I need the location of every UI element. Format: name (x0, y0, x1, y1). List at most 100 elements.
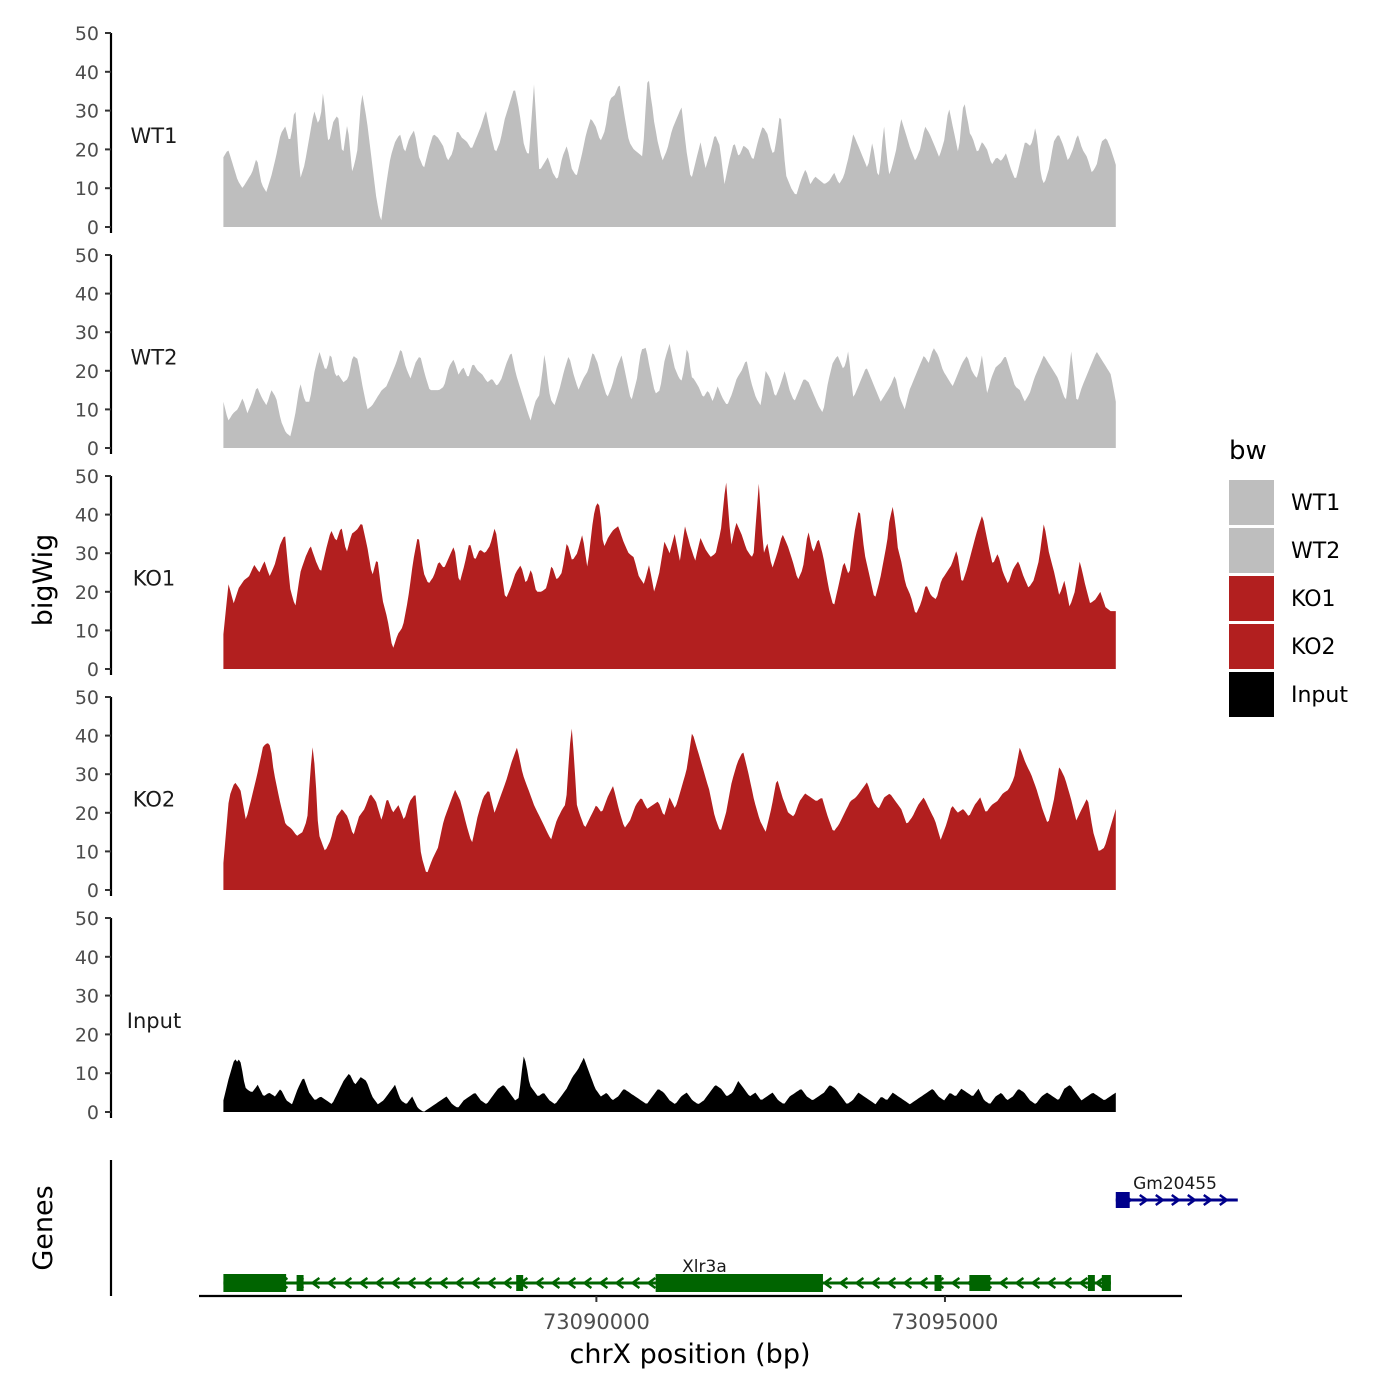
y-tick-label: 0 (87, 217, 99, 239)
y-tick-label: 40 (75, 947, 99, 969)
strand-arrow (870, 1276, 881, 1290)
strand-arrow (1219, 1193, 1229, 1207)
strand-arrow (454, 1276, 465, 1290)
gene-exon (934, 1275, 942, 1291)
y-tick-label: 30 (75, 322, 99, 344)
strand-arrow (998, 1276, 1009, 1290)
strand-arrow (838, 1276, 849, 1290)
legend-entry-input: Input (1229, 672, 1348, 717)
y-tick-label: 20 (75, 1024, 99, 1046)
strand-arrow (438, 1276, 449, 1290)
gene-exon (223, 1274, 287, 1292)
y-tick-label: 50 (75, 466, 99, 488)
strand-arrow (1187, 1193, 1197, 1207)
y-tick-label: 20 (75, 361, 99, 383)
y-tick-label: 40 (75, 284, 99, 306)
strand-arrow (390, 1276, 401, 1290)
legend-label: KO2 (1291, 635, 1336, 660)
strand-arrow (374, 1276, 385, 1290)
y-tick-label: 10 (75, 620, 99, 642)
track-input: 0 10 20 30 40 50 Input (75, 908, 1116, 1124)
y-tick-label: 0 (87, 1102, 99, 1124)
track-label: WT1 (131, 124, 178, 148)
y-tick-label: 30 (75, 986, 99, 1008)
strand-arrow (1014, 1276, 1025, 1290)
strand-arrow (886, 1276, 897, 1290)
strand-arrow (1046, 1276, 1057, 1290)
gene-exon (296, 1275, 304, 1291)
strand-arrow (566, 1276, 577, 1290)
track-ko2: 0 10 20 30 40 50 KO2 (75, 687, 1116, 902)
y-tick-label: 30 (75, 101, 99, 123)
strand-arrow (534, 1276, 545, 1290)
track-label: Input (127, 1009, 181, 1033)
strand-arrow (902, 1276, 913, 1290)
x-axis-title: chrX position (bp) (569, 1339, 810, 1370)
track-area-ko1 (223, 482, 1116, 669)
legend-label: Input (1291, 683, 1348, 708)
strand-arrow (358, 1276, 369, 1290)
strand-arrow (822, 1276, 833, 1290)
track-label: KO2 (133, 787, 176, 811)
legend-swatch (1229, 624, 1274, 669)
gene-exon (969, 1275, 991, 1291)
strand-arrow (422, 1276, 433, 1290)
strand-arrow (1155, 1193, 1165, 1207)
y-tick-label: 0 (87, 880, 99, 902)
y-tick-label: 30 (75, 764, 99, 786)
track-ko1: 0 10 20 30 40 50 KO1 (75, 466, 1116, 681)
y-tick-label: 40 (75, 505, 99, 527)
track-wt2: 0 10 20 30 40 50 WT2 (75, 245, 1116, 460)
strand-arrow (550, 1276, 561, 1290)
gene-exon (516, 1275, 524, 1291)
y-tick-label: 10 (75, 399, 99, 421)
gene-gm20455: Gm20455 (1115, 1174, 1238, 1208)
y-tick-label: 20 (75, 803, 99, 825)
strand-arrow (326, 1276, 337, 1290)
gene-label: Gm20455 (1133, 1174, 1217, 1194)
y-tick-label: 0 (87, 659, 99, 681)
strand-arrow (486, 1276, 497, 1290)
x-tick-label: 73095000 (892, 1310, 999, 1334)
gene-exon (1087, 1275, 1095, 1291)
strand-arrow (598, 1276, 609, 1290)
y-axis-title: bigWig (28, 534, 59, 627)
x-ticks: 73090000 73095000 (543, 1296, 998, 1334)
y-tick-label: 40 (75, 62, 99, 84)
strand-arrow (646, 1276, 657, 1290)
legend-swatch (1229, 528, 1274, 573)
strand-arrow (470, 1276, 481, 1290)
legend: bw WT1 WT2 KO1 KO2 Input (1229, 436, 1348, 717)
strand-arrow (1171, 1193, 1181, 1207)
x-tick-label: 73090000 (543, 1310, 650, 1334)
track-label: KO1 (133, 566, 176, 590)
track-label: WT2 (131, 345, 178, 369)
signal-tracks: 0 10 20 30 40 50 WT1 0 10 20 30 40 50 WT2 0 10 20 30 40 50 K… (75, 23, 1116, 1124)
strand-arrow (502, 1276, 513, 1290)
strand-arrow (918, 1276, 929, 1290)
strand-arrow (406, 1276, 417, 1290)
genes-panel: Xlr3a Gm20455 (109, 1160, 1238, 1296)
y-tick-label: 20 (75, 139, 99, 161)
strand-arrow (1139, 1193, 1149, 1207)
legend-entries: WT1 WT2 KO1 KO2 Input (1229, 480, 1348, 717)
gene-label: Xlr3a (682, 1257, 727, 1277)
y-tick-label: 10 (75, 841, 99, 863)
y-tick-label: 50 (75, 23, 99, 45)
legend-swatch (1229, 480, 1274, 525)
legend-title: bw (1229, 436, 1267, 466)
legend-label: KO1 (1291, 587, 1336, 612)
y-tick-label: 50 (75, 687, 99, 709)
legend-entry-wt2: WT2 (1229, 528, 1340, 573)
track-area-ko2 (223, 728, 1116, 890)
legend-label: WT2 (1291, 539, 1340, 564)
legend-label: WT1 (1291, 491, 1340, 516)
strand-arrow (630, 1276, 641, 1290)
legend-swatch (1229, 576, 1274, 621)
strand-arrow (614, 1276, 625, 1290)
y-tick-label: 50 (75, 245, 99, 267)
strand-arrow (950, 1276, 961, 1290)
track-area-input (223, 1056, 1116, 1112)
gene-exon (655, 1274, 823, 1292)
